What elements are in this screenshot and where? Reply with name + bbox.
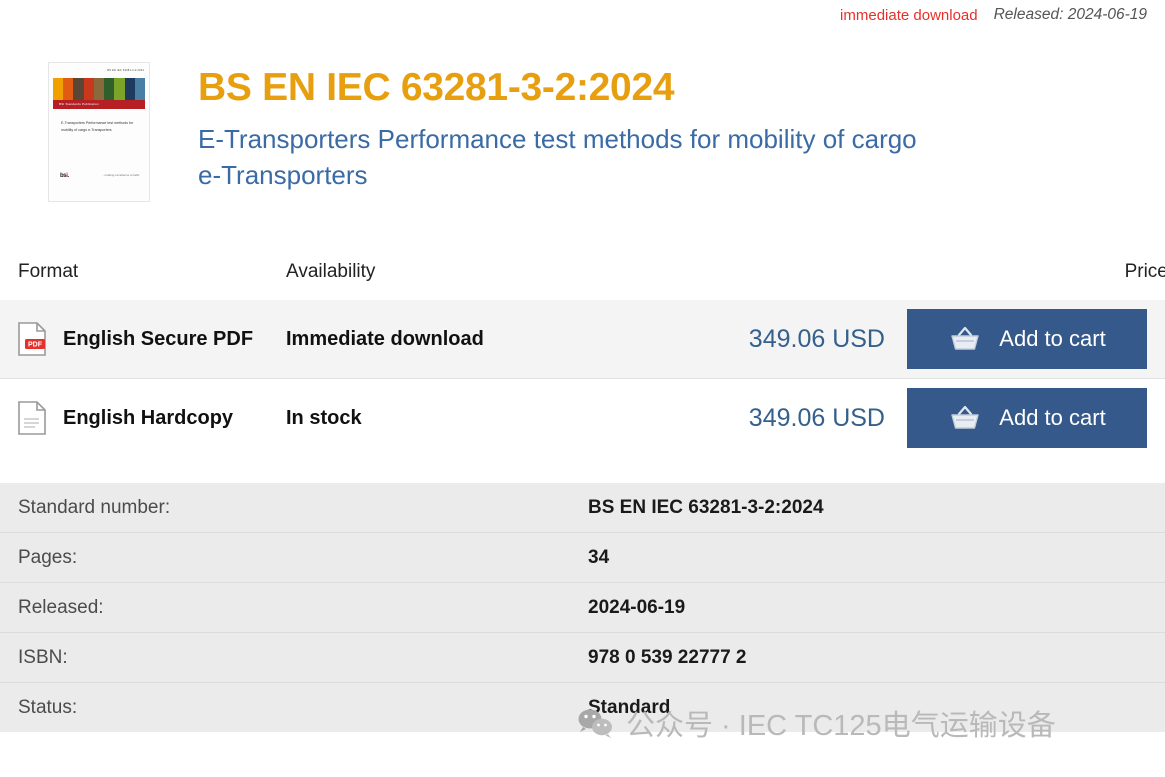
detail-value: Standard	[588, 696, 671, 718]
detail-label: ISBN:	[18, 646, 68, 668]
detail-row-released: Released: 2024-06-19	[0, 583, 1165, 633]
top-meta-bar: immediate download Released: 2024-06-19	[0, 0, 1165, 30]
detail-label: Status:	[18, 696, 78, 718]
page-subtitle: E-Transporters Performance test methods …	[198, 123, 917, 190]
detail-row-isbn: ISBN: 978 0 539 22777 2	[0, 633, 1165, 683]
format-row-pdf: PDF English Secure PDF Immediate downloa…	[0, 300, 1165, 378]
add-to-cart-label: Add to cart	[999, 326, 1106, 351]
cover-url: ...making excellence a habit.	[102, 173, 140, 177]
format-label: English Secure PDF	[63, 327, 254, 350]
add-to-cart-label: Add to cart	[999, 405, 1106, 430]
detail-row-pages: Pages: 34	[0, 533, 1165, 583]
add-to-cart-button-pdf[interactable]: Add to cart	[907, 309, 1147, 369]
svg-text:PDF: PDF	[28, 342, 43, 349]
detail-value: 2024-06-19	[588, 596, 686, 618]
detail-value: 34	[588, 546, 610, 568]
header-price: Price and currency	[1124, 261, 1165, 282]
cover-red-band: BSI Standards Publication	[53, 100, 145, 109]
cover-photo-strip	[53, 78, 145, 100]
availability-note: immediate download	[840, 6, 978, 24]
price-label: 349.06 USD	[748, 403, 885, 432]
cover-code: BS EN IEC 63281-3-2:2024	[107, 69, 144, 72]
pdf-file-icon: PDF	[18, 322, 46, 356]
availability-label: Immediate download	[286, 327, 484, 350]
shopping-basket-icon	[951, 326, 979, 350]
cover-thumbnail-wrap: BS EN IEC 63281-3-2:2024 BSI Standards P…	[0, 42, 198, 202]
format-row-hardcopy: English Hardcopy In stock 349.06 USD Add…	[0, 379, 1165, 457]
format-table-header: Format Availability Price and currency U…	[0, 244, 1165, 300]
add-to-cart-button-hardcopy[interactable]: Add to cart	[907, 388, 1147, 448]
header-availability: Availability	[286, 261, 376, 282]
detail-label: Released:	[18, 596, 104, 618]
detail-value: 978 0 539 22777 2	[588, 646, 747, 668]
row-divider	[0, 378, 1165, 379]
detail-label: Pages:	[18, 546, 78, 568]
released-date: Released: 2024-06-19	[993, 6, 1147, 23]
page-title: BS EN IEC 63281-3-2:2024	[198, 66, 675, 109]
document-file-icon	[18, 401, 46, 435]
detail-row-standard-number: Standard number: BS EN IEC 63281-3-2:202…	[0, 483, 1165, 533]
cover-thumbnail[interactable]: BS EN IEC 63281-3-2:2024 BSI Standards P…	[48, 62, 150, 202]
cover-title: E-Transporters Performance test methods …	[61, 121, 134, 132]
format-label: English Hardcopy	[63, 406, 234, 429]
detail-value: BS EN IEC 63281-3-2:2024	[588, 496, 824, 518]
cover-band-label: BSI Standards Publication	[59, 102, 99, 106]
detail-label: Standard number:	[18, 496, 171, 518]
header-format: Format	[18, 261, 79, 282]
availability-label: In stock	[286, 406, 362, 429]
detail-row-status: Status: Standard	[0, 683, 1165, 732]
product-titles: BS EN IEC 63281-3-2:2024 E-Transporters …	[198, 42, 938, 202]
price-label: 349.06 USD	[748, 324, 885, 353]
product-header: BS EN IEC 63281-3-2:2024 BSI Standards P…	[0, 30, 1165, 202]
shopping-basket-icon	[951, 405, 979, 429]
bsi-logo: bsi.	[60, 173, 69, 179]
details-table: Standard number: BS EN IEC 63281-3-2:202…	[0, 483, 1165, 732]
